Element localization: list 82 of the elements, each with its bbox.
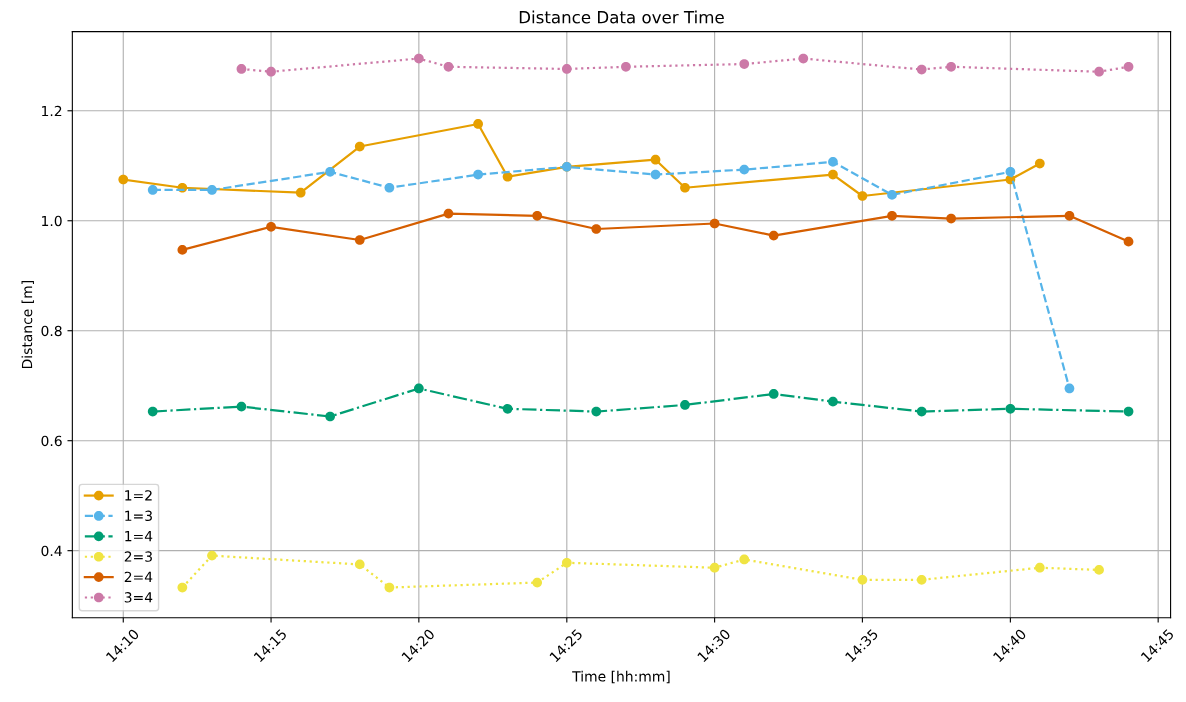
point [236, 401, 247, 412]
point [591, 406, 602, 417]
point [1094, 66, 1104, 77]
y-tick-label: 1.2 [42, 105, 62, 117]
point [916, 406, 927, 417]
point [739, 554, 750, 565]
point [502, 403, 513, 414]
point [798, 53, 809, 64]
point [443, 61, 454, 72]
point [916, 574, 927, 585]
point [1123, 236, 1134, 247]
point [413, 383, 424, 394]
point [739, 164, 750, 175]
point [768, 389, 779, 399]
point [147, 185, 158, 195]
point [266, 221, 276, 232]
point [147, 406, 158, 417]
point [443, 208, 454, 219]
point [473, 119, 483, 129]
point [354, 141, 365, 152]
point [591, 224, 602, 234]
legend-label: 1=2 [125, 490, 152, 501]
point [384, 182, 395, 193]
point [325, 411, 335, 422]
point [650, 169, 661, 180]
legend-label: 2=3 [124, 551, 152, 562]
point [709, 218, 720, 229]
point [887, 190, 897, 200]
point [828, 157, 838, 167]
point [650, 154, 661, 165]
y-tick-label: 0.8 [41, 325, 62, 337]
point [413, 53, 424, 64]
point [325, 166, 335, 177]
point [561, 64, 572, 74]
point [621, 61, 631, 72]
y-axis-title: Distance [m] [21, 281, 34, 369]
chart-title: Distance Data over Time [519, 10, 724, 24]
point [384, 582, 395, 593]
point [680, 182, 690, 193]
point [236, 64, 247, 74]
point [1005, 403, 1016, 414]
point [177, 582, 188, 593]
point [354, 235, 365, 245]
point [1034, 562, 1045, 573]
point [946, 213, 956, 224]
point [207, 550, 217, 561]
point [1064, 383, 1075, 394]
point [1064, 210, 1075, 221]
point [354, 559, 365, 570]
point [1005, 166, 1016, 177]
point [768, 230, 779, 241]
point [887, 210, 897, 221]
point [295, 187, 306, 198]
point [916, 64, 927, 75]
point [532, 210, 543, 221]
point [828, 396, 838, 407]
point [857, 191, 868, 201]
point [1123, 61, 1134, 72]
point [177, 245, 188, 255]
point [266, 66, 276, 77]
point [946, 61, 956, 72]
point [561, 557, 572, 568]
y-tick-label: 0.6 [41, 435, 62, 447]
point [828, 169, 838, 180]
point [1034, 158, 1045, 169]
y-tick-label: 0.4 [41, 545, 62, 557]
point [207, 185, 217, 195]
legend-label: 2=4 [124, 571, 153, 582]
point [473, 169, 483, 180]
point [1094, 565, 1104, 575]
point [532, 577, 543, 588]
point [680, 400, 690, 410]
point [739, 59, 750, 69]
point [118, 174, 129, 185]
point [709, 562, 720, 573]
x-axis-title: Time [hh:mm] [572, 670, 670, 684]
legend-label: 1=4 [125, 531, 153, 542]
point [857, 574, 868, 585]
legend-label: 1=3 [125, 510, 152, 522]
point [1123, 406, 1134, 417]
y-tick-label: 1.0 [42, 215, 62, 227]
legend-label: 3=4 [124, 592, 153, 603]
